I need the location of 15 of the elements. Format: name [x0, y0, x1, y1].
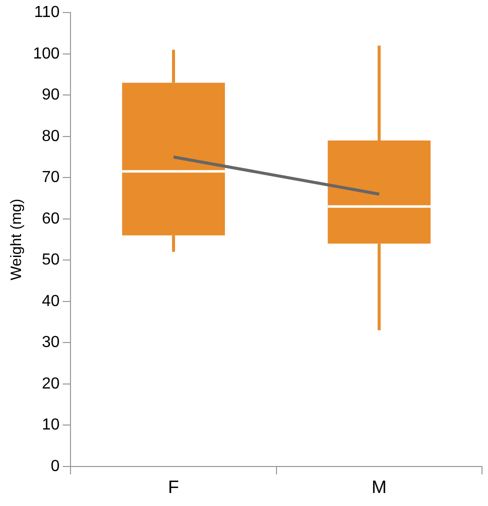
y-tick-label: 100 — [32, 45, 60, 62]
y-tick-label: 50 — [42, 252, 60, 269]
y-tick-label: 110 — [34, 4, 60, 22]
y-tick-label: 40 — [42, 292, 60, 310]
y-tick-label: 10 — [42, 416, 60, 434]
y-tick-label: 80 — [42, 128, 60, 145]
y-tick-label: 60 — [42, 210, 60, 228]
y-tick-label: 70 — [42, 169, 60, 186]
y-tick-label: 90 — [42, 86, 60, 104]
y-tick-label: 20 — [42, 375, 60, 392]
y-tick-label: 0 — [50, 458, 60, 475]
y-axis-title: Weight (mg) — [8, 198, 26, 280]
x-tick-label: F — [168, 477, 180, 498]
x-tick-label: M — [372, 477, 387, 498]
y-tick-label: 30 — [42, 334, 60, 352]
